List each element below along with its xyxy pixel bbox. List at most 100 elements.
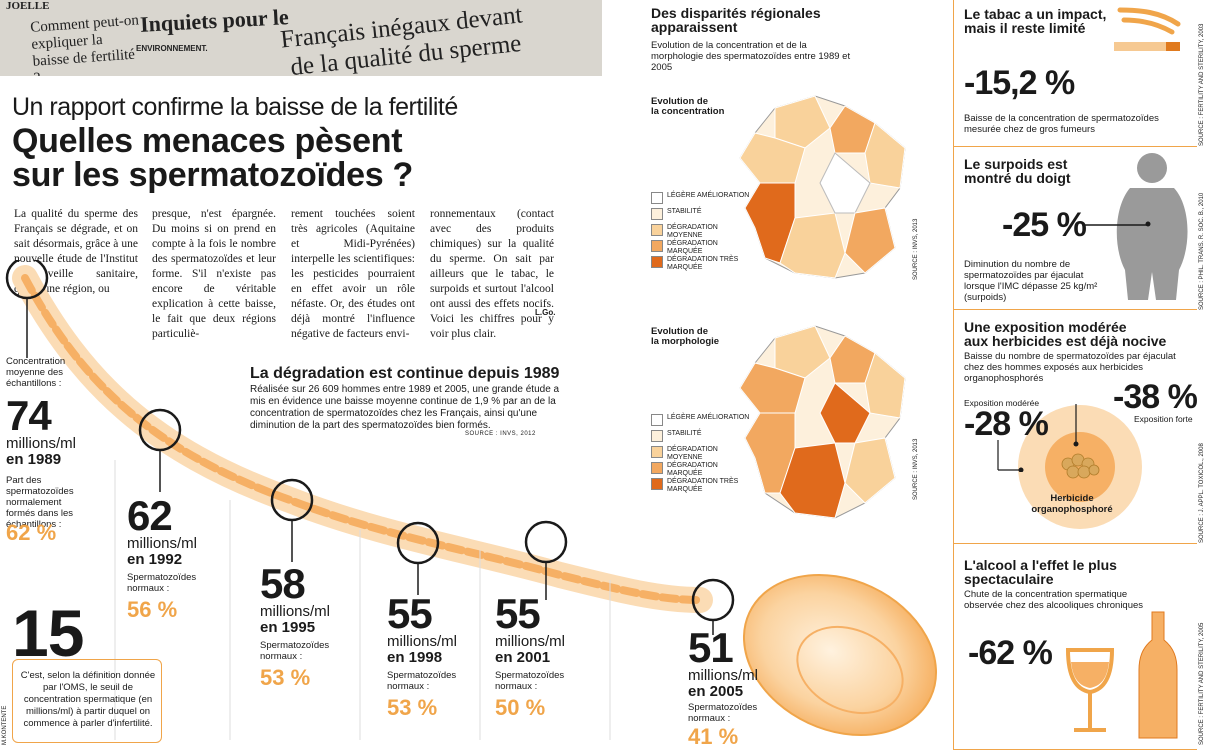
- degradation-source: SOURCE : INVS, 2012: [465, 431, 536, 437]
- newspaper-clippings-image: JOELLE Comment peut-on expliquer la bais…: [0, 0, 602, 76]
- regional-title-line-1: Des disparités régionales: [651, 5, 821, 21]
- article-column-2: presque, n'est épargnée. Du moins si on …: [152, 208, 276, 340]
- oms-box: [12, 659, 162, 743]
- legend-item: DÉGRADATION MARQUÉE: [651, 240, 751, 256]
- timeline-2001: 55 millions/ml en 2001 Spermatozoïdes no…: [495, 593, 575, 721]
- legend-swatch: [651, 224, 663, 236]
- map2-source: SOURCE : INVS, 2013: [913, 438, 919, 500]
- legend-swatch: [651, 430, 663, 442]
- herbicides-source: SOURCE : J. APPL. TOXICOL., 2008: [1199, 443, 1205, 543]
- surpoids-pointer: [1085, 224, 1148, 226]
- year: en 1995: [260, 619, 316, 636]
- norm-label: Spermatozoïdes normaux :: [260, 640, 330, 662]
- legend-item: LÉGÈRE AMÉLIORATION: [651, 192, 751, 208]
- surpoids-value: -25 %: [1002, 206, 1087, 244]
- unit: millions/ml: [387, 633, 458, 650]
- legend-label: STABILITÉ: [667, 430, 702, 437]
- legend-item: DÉGRADATION TRÈS MARQUÉE: [651, 256, 751, 272]
- alcool-title-line-1: L'alcool a l'effet le plus: [964, 557, 1117, 573]
- page-title: Quelles menaces pèsent sur les spermatoz…: [12, 124, 572, 192]
- year: en 1998: [387, 649, 443, 666]
- sperm-tail: [21, 274, 704, 604]
- cigarette-icon: [1114, 7, 1181, 51]
- france-map-morphology: [739, 325, 906, 519]
- map2-title: Evolution de la morphologie: [651, 327, 719, 347]
- herbicide-label-line-2: organophosphoré: [1031, 504, 1113, 515]
- legend-item: STABILITÉ: [651, 430, 751, 446]
- map1-title-line-2: la concentration: [651, 106, 725, 117]
- legend-swatch: [651, 414, 663, 426]
- degradation-text: Réalisée sur 26 609 hommes entre 1989 et…: [250, 384, 560, 431]
- year: en 2005: [688, 683, 744, 700]
- map2-title-line-1: Evolution de: [651, 326, 708, 337]
- title-line-2: sur les spermatozoïdes ?: [12, 156, 413, 194]
- tabac-title-line-2: mais il reste limité: [964, 20, 1086, 36]
- surpoids-title: Le surpoids est montré du doigt: [964, 157, 1071, 185]
- pct: 41 %: [688, 724, 739, 749]
- norm-label: Spermatozoïdes normaux :: [688, 702, 758, 724]
- legend-item: DÉGRADATION TRÈS MARQUÉE: [651, 478, 751, 494]
- tabac-title-line-1: Le tabac a un impact,: [964, 6, 1107, 22]
- legend-label: DÉGRADATION MARQUÉE: [667, 462, 718, 477]
- alcool-source: SOURCE : FERTILITY AND STERILITY, 2005: [1199, 622, 1205, 745]
- map2-title-line-2: la morphologie: [651, 336, 720, 347]
- year: en 2001: [495, 649, 551, 666]
- degradation-title: La dégradation est continue depuis 1989: [250, 365, 560, 382]
- norm-label: Spermatozoïdes normaux :: [495, 670, 565, 692]
- unit: millions/ml: [6, 435, 77, 452]
- alcool-title-line-2: spectaculaire: [964, 571, 1054, 587]
- clip-text: Inquiets pour le: [139, 4, 290, 37]
- value: 74: [6, 392, 52, 439]
- surpoids-title-line-2: montré du doigt: [964, 170, 1071, 186]
- oms-text: C'est, selon la définition donnée par l'…: [20, 670, 156, 729]
- herbicides-title-line-2: aux herbicides est déjà nocive: [964, 333, 1167, 349]
- concentration-label: Concentration moyenne des échantillons :: [6, 356, 66, 389]
- alcool-desc: Chute de la concentration spermatique ob…: [964, 589, 1144, 611]
- tabac-desc: Baisse de la concentration de spermatozo…: [964, 113, 1159, 135]
- moderate-value: -28 %: [964, 405, 1049, 443]
- regional-subtitle: Evolution de la concentration et de la m…: [651, 40, 851, 73]
- morphology-label: Part des spermatozoïdes normalement form…: [6, 475, 74, 530]
- legend-label: STABILITÉ: [667, 208, 702, 215]
- surpoids-desc: Diminution du nombre de spermatozoïdes p…: [964, 259, 1098, 303]
- sperm-nucleus: [796, 625, 904, 715]
- timeline-1995: 58 millions/ml en 1995 Spermatozoïdes no…: [260, 560, 340, 691]
- legend-item: DÉGRADATION MARQUÉE: [651, 462, 751, 478]
- regional-title: Des disparités régionales apparaissent: [651, 6, 821, 34]
- regional-title-line-2: apparaissent: [651, 19, 738, 35]
- map1-source: SOURCE : INVS, 2013: [913, 218, 919, 280]
- sperm-head: [743, 574, 937, 736]
- alcool-value: -62 %: [968, 634, 1053, 672]
- herbicides-title-line-1: Une exposition modérée: [964, 319, 1127, 335]
- herbicide-label: Herbicide organophosphoré: [1027, 493, 1117, 515]
- year: en 1992: [127, 551, 183, 568]
- pct: 50 %: [495, 695, 546, 720]
- timeline-markers: [5, 260, 735, 635]
- herbicides-desc: Baisse du nombre de spermatozoïdes par é…: [964, 351, 1176, 384]
- value: 51: [688, 624, 734, 671]
- map1-title: Evolution de la concentration: [651, 97, 724, 117]
- moderate-pointer: [997, 440, 1024, 472]
- norm-label: Spermatozoïdes normaux :: [127, 572, 197, 594]
- surpoids-source: SOURCE : PHIL. TRANS. R. SOC. B., 2010: [1199, 192, 1205, 310]
- strong-value: -38 %: [1113, 378, 1198, 416]
- oms-value: 15: [12, 596, 84, 670]
- value: 58: [260, 560, 306, 607]
- herbicide-granules-icon: [1061, 453, 1100, 479]
- timeline-1989: 74 millions/ml en 1989: [6, 392, 77, 468]
- moderate-label: Exposition modérée: [964, 398, 1040, 408]
- strong-label: Exposition forte: [1134, 414, 1193, 424]
- clip-text: ENVIRONNEMENT.: [136, 44, 208, 53]
- timeline-1998: 55 millions/ml en 1998 Spermatozoïdes no…: [387, 593, 467, 721]
- marker-2001: [524, 520, 568, 564]
- legend-label: DÉGRADATION MARQUÉE: [667, 240, 718, 255]
- herbicides-title: Une exposition modérée aux herbicides es…: [964, 320, 1166, 348]
- credit: M.KONTENTE: [2, 705, 8, 745]
- legend-swatch: [651, 240, 663, 252]
- legend-swatch: [651, 446, 663, 458]
- legend-swatch: [651, 192, 663, 204]
- herbicide-exposure-circles: [1018, 404, 1142, 529]
- legend-item: DÉGRADATION MOYENNE: [651, 224, 751, 240]
- legend-swatch: [651, 462, 663, 474]
- sperm-illustration: [5, 260, 938, 740]
